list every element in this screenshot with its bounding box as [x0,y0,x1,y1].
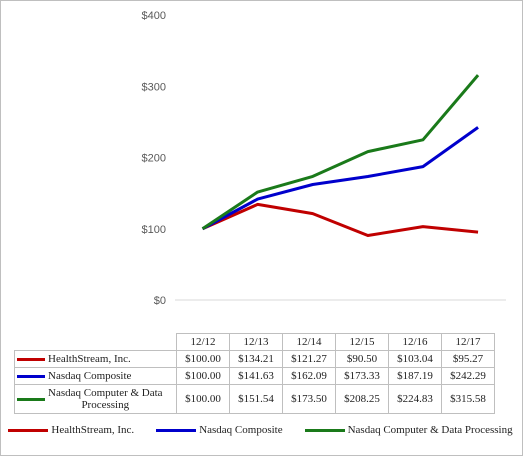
table-cell: $100.00 [176,367,230,385]
legend-swatch [304,428,345,432]
series-name: Nasdaq Composite [48,370,132,382]
table-row: Nasdaq Computer & Data Processing $100.00 $… [14,384,495,414]
table-cell: $242.29 [441,367,495,385]
legend-label: Nasdaq Composite [199,424,283,436]
legend-entry: Nasdaq Computer & Data Processing [304,424,513,436]
series-name: HealthStream, Inc. [48,353,131,365]
series-line-0 [201,202,479,238]
table-row: Nasdaq Composite $100.00 $141.63 $162.09 $17… [14,367,495,385]
series-swatch [17,357,45,361]
table-cell: $95.27 [441,350,495,368]
series-name-cell: HealthStream, Inc. [14,350,177,368]
series-line-2 [201,74,480,230]
table-cell: $151.54 [229,384,283,414]
line-chart: $400 $300 $200 $100 $0 [142,10,506,307]
table-cell: $100.00 [176,384,230,414]
legend-label: Nasdaq Computer & Data Processing [347,424,513,436]
table-cell: $134.21 [229,350,283,368]
table-column-header: 12/16 [388,333,442,351]
table-cell: $121.27 [282,350,336,368]
y-axis: $400 $300 $200 $100 $0 [142,10,166,307]
table-cell: $187.19 [388,367,442,385]
y-tick-label: $200 [142,153,166,165]
series-lines [201,74,480,238]
table-column-header: 12/13 [229,333,283,351]
table-cell: $173.33 [335,367,389,385]
legend-label: HealthStream, Inc. [51,424,135,436]
table-column-header: 12/15 [335,333,389,351]
table-row: HealthStream, Inc. $100.00 $134.21 $121.27 $… [14,350,495,368]
legend: HealthStream, Inc. Nasdaq Composite Nasdaq… [0,424,521,436]
y-tick-label: $0 [154,295,166,307]
legend-swatch [8,428,49,432]
y-tick-label: $400 [142,10,166,22]
table-cell: $162.09 [282,367,336,385]
table-cell: $315.58 [441,384,495,414]
series-name: Nasdaq Computer & Data Processing [48,387,163,411]
legend-entry: HealthStream, Inc. [8,424,134,436]
data-table: 12/12 12/13 12/14 12/15 12/16 12/17 HealthStre… [14,333,495,414]
series-swatch [17,397,45,401]
series-name-line: Processing [81,399,130,411]
table-cell: $90.50 [335,350,389,368]
series-name-cell: Nasdaq Composite [14,367,177,385]
y-tick-label: $300 [142,81,166,93]
series-line-1 [201,126,479,231]
table-cell: $141.63 [229,367,283,385]
legend-swatch [156,428,197,432]
y-tick-label: $100 [142,224,166,236]
table-cell: $224.83 [388,384,442,414]
table-corner [14,333,177,351]
series-name-line: Nasdaq Computer & Data [48,387,163,399]
series-name-cell: Nasdaq Computer & Data Processing [14,384,177,414]
table-cell: $100.00 [176,350,230,368]
table-cell: $103.04 [388,350,442,368]
table-cell: $173.50 [282,384,336,414]
legend-entry: Nasdaq Composite [156,424,283,436]
table-column-header: 12/12 [176,333,230,351]
table-column-header: 12/17 [441,333,495,351]
table-column-header: 12/14 [282,333,336,351]
table-cell: $208.25 [335,384,389,414]
series-swatch [17,374,45,378]
